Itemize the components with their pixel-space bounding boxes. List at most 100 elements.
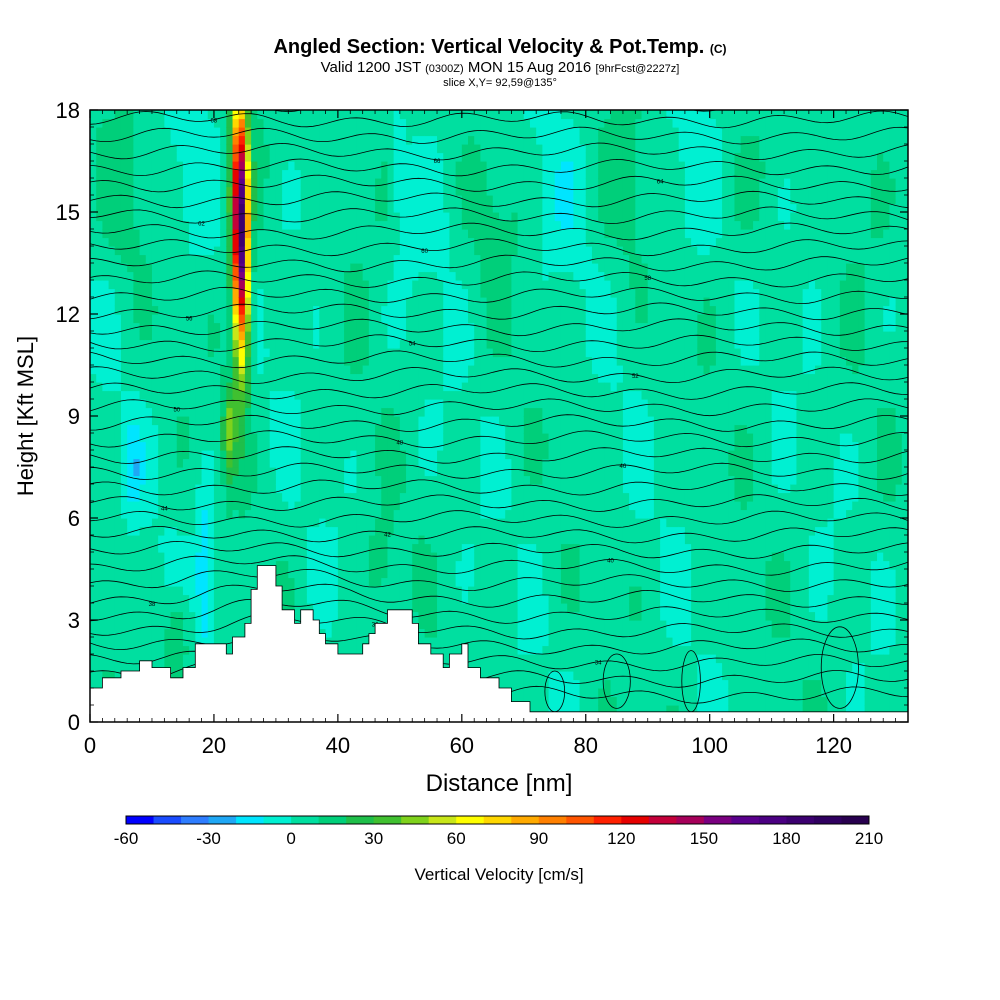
velocity-cell <box>406 416 413 426</box>
velocity-cell <box>133 662 141 672</box>
velocity-cell <box>319 297 327 307</box>
velocity-cell <box>381 373 389 383</box>
velocity-cell <box>474 611 482 621</box>
velocity-cell <box>164 603 172 613</box>
velocity-cell <box>158 552 165 562</box>
velocity-cell <box>300 127 308 137</box>
velocity-cell <box>424 178 432 188</box>
velocity-cell <box>96 654 103 664</box>
velocity-cell <box>145 297 153 307</box>
velocity-cell <box>114 654 122 664</box>
velocity-cell <box>282 535 289 545</box>
velocity-cell <box>182 611 190 621</box>
velocity-cell <box>313 348 320 358</box>
velocity-cell <box>300 322 308 332</box>
velocity-cell <box>412 467 420 477</box>
velocity-cell <box>207 212 215 222</box>
velocity-cell <box>430 535 438 545</box>
velocity-cell <box>387 246 395 256</box>
velocity-cell <box>511 135 519 145</box>
velocity-cell <box>505 220 512 230</box>
velocity-cell <box>505 135 512 145</box>
velocity-cell <box>486 280 494 290</box>
velocity-cell <box>486 603 494 613</box>
velocity-cell <box>319 535 327 545</box>
velocity-cell <box>170 518 178 528</box>
velocity-cell <box>455 577 463 587</box>
velocity-cell <box>195 492 203 502</box>
velocity-cell <box>406 254 413 264</box>
velocity-cell <box>393 305 401 315</box>
velocity-cell <box>325 356 333 366</box>
velocity-cell <box>449 195 457 205</box>
velocity-cell <box>96 645 103 655</box>
velocity-cell <box>127 603 134 613</box>
velocity-cell <box>251 399 258 409</box>
velocity-cell <box>344 348 351 358</box>
velocity-cell <box>399 297 407 307</box>
velocity-cell <box>108 501 116 511</box>
velocity-cell <box>176 475 184 485</box>
velocity-cell <box>468 271 475 281</box>
velocity-cell <box>344 637 351 647</box>
velocity-cell <box>127 552 134 562</box>
velocity-cell <box>120 603 128 613</box>
velocity-cell <box>430 212 438 222</box>
velocity-cell <box>511 441 519 451</box>
velocity-cell <box>170 433 178 443</box>
velocity-cell <box>220 560 227 570</box>
velocity-cell <box>406 509 413 519</box>
velocity-cell <box>114 560 122 570</box>
velocity-cell <box>139 458 147 468</box>
velocity-cell <box>244 399 252 409</box>
velocity-cell <box>120 382 128 392</box>
velocity-cell <box>356 407 364 417</box>
velocity-cell <box>362 212 370 222</box>
velocity-cell <box>486 543 494 553</box>
velocity-cell <box>102 484 110 494</box>
velocity-cell <box>356 314 364 324</box>
velocity-cell <box>449 535 457 545</box>
velocity-cell <box>325 348 333 358</box>
velocity-cell <box>127 467 134 477</box>
velocity-cell <box>331 118 339 128</box>
velocity-cell <box>368 118 376 128</box>
velocity-cell <box>511 475 519 485</box>
velocity-cell <box>127 620 134 630</box>
velocity-cell <box>195 620 203 630</box>
velocity-cell <box>406 526 413 536</box>
velocity-cell <box>461 577 469 587</box>
velocity-cell <box>195 586 203 596</box>
velocity-cell <box>108 297 116 307</box>
velocity-cell <box>486 365 494 375</box>
velocity-cell <box>96 280 103 290</box>
velocity-cell <box>232 220 240 230</box>
velocity-cell <box>418 144 426 154</box>
velocity-cell <box>468 178 475 188</box>
velocity-cell <box>443 518 451 528</box>
velocity-cell <box>164 492 172 502</box>
velocity-cell <box>424 314 432 324</box>
velocity-cell <box>288 246 296 256</box>
velocity-cell <box>393 552 401 562</box>
velocity-cell <box>127 475 134 485</box>
velocity-cell <box>362 594 370 604</box>
velocity-cell <box>294 416 302 426</box>
velocity-cell <box>492 654 500 664</box>
velocity-cell <box>306 501 314 511</box>
velocity-cell <box>182 475 190 485</box>
velocity-cell <box>170 229 178 239</box>
velocity-cell <box>331 501 339 511</box>
velocity-cell <box>486 373 494 383</box>
velocity-cell <box>158 348 165 358</box>
velocity-cell <box>424 271 432 281</box>
velocity-cell <box>381 535 389 545</box>
velocity-cell <box>164 526 172 536</box>
velocity-cell <box>158 339 165 349</box>
velocity-cell <box>480 280 488 290</box>
velocity-cell <box>418 611 426 621</box>
velocity-cell <box>207 637 215 647</box>
velocity-cell <box>350 288 358 298</box>
velocity-cell <box>232 399 240 409</box>
velocity-cell <box>499 322 506 332</box>
